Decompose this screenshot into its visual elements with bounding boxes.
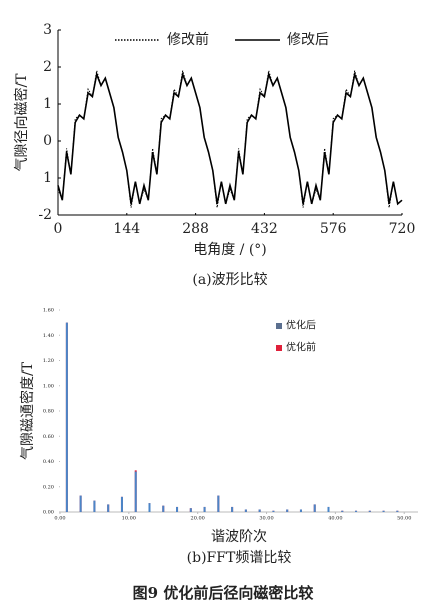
caption: (b)FFT频谱比较 <box>187 550 292 566</box>
y-tick-label: 1.00 <box>43 383 54 389</box>
legend-swatch <box>276 323 282 329</box>
figure-caption: 图9 优化前后径向磁密比较 <box>133 584 314 602</box>
line <box>57 70 403 208</box>
y-tick-label: 3 <box>43 22 52 38</box>
x-tick-label: 10.00 <box>122 516 136 522</box>
bar <box>396 510 399 512</box>
x-axis-label: 电角度 / (°) <box>193 242 267 258</box>
x-tick-label: 0.00 <box>54 516 65 522</box>
bar <box>176 506 179 512</box>
bar <box>203 506 206 512</box>
x-tick-label: 50.00 <box>397 516 411 522</box>
legend-label: 优化前 <box>286 341 316 354</box>
caption: (a)波形比较 <box>192 272 267 288</box>
bar <box>286 509 289 512</box>
y-tick-label: 0.80 <box>43 409 54 415</box>
bar <box>217 495 220 512</box>
bar <box>299 509 302 512</box>
bar <box>93 500 96 512</box>
bar <box>341 510 344 512</box>
bar <box>355 510 358 512</box>
y-tick-label: -2 <box>38 207 52 223</box>
y-tick-label: 1.40 <box>43 333 54 339</box>
bar <box>79 495 82 512</box>
y-tick-label: 1.60 <box>43 308 54 314</box>
x-tick-label: 576 <box>320 221 347 237</box>
y-tick-label: 0.00 <box>43 510 54 516</box>
bar <box>189 508 192 512</box>
x-tick-label: 288 <box>182 221 209 237</box>
bar <box>382 510 385 512</box>
legend-label: 修改后 <box>287 32 329 48</box>
y-axis-label: 气隙磁通密度/T <box>19 361 36 460</box>
legend-label: 优化后 <box>286 319 316 332</box>
x-axis-label: 谐波阶次 <box>211 529 267 545</box>
bar <box>65 322 68 512</box>
x-tick-label: 144 <box>113 221 140 237</box>
bar <box>231 506 234 512</box>
x-tick-label: 0 <box>54 221 63 237</box>
y-tick-label: 0.20 <box>43 484 54 490</box>
y-tick-label: 0.60 <box>43 434 54 440</box>
bar <box>244 509 247 512</box>
y-tick-label: 1 <box>43 170 52 186</box>
bar <box>327 506 330 512</box>
bar <box>368 510 371 512</box>
bar <box>107 504 110 512</box>
bar <box>162 505 165 512</box>
bar <box>313 504 316 512</box>
bar <box>272 510 275 512</box>
y-tick-label: 2 <box>43 59 52 75</box>
legend-label: 修改前 <box>167 31 209 48</box>
x-tick-label: 432 <box>251 221 278 237</box>
legend-swatch <box>276 345 282 351</box>
x-tick-label: 30.00 <box>259 516 273 522</box>
y-axis-label: 气隙径向磁密/T <box>13 73 30 172</box>
bar <box>134 471 137 512</box>
y-tick-label: 0 <box>43 133 52 149</box>
bar <box>258 509 261 512</box>
y-tick-label: 1 <box>43 96 52 112</box>
x-tick-label: 40.00 <box>328 516 342 522</box>
y-tick-label: 0.40 <box>43 459 54 465</box>
bar <box>148 503 151 512</box>
y-tick-label: 1.20 <box>43 358 54 364</box>
line <box>57 71 403 206</box>
bar <box>120 496 123 512</box>
x-tick-label: 720 <box>389 221 416 237</box>
x-tick-label: 20.00 <box>191 516 205 522</box>
